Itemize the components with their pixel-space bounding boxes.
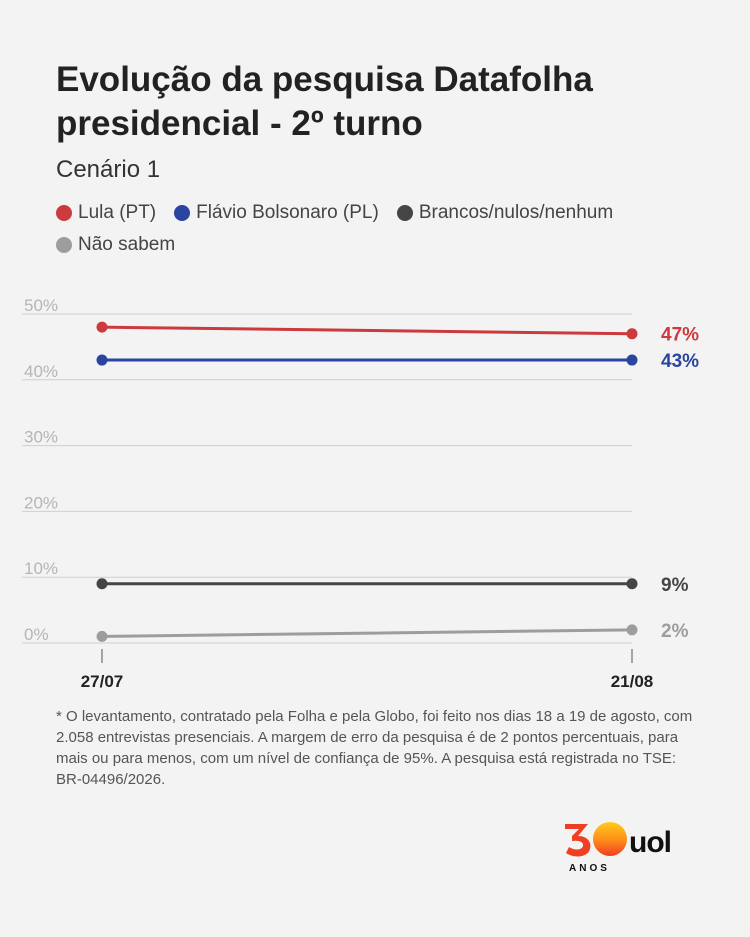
- legend-item-nao-sabem: Não sabem: [56, 233, 175, 257]
- end-value-label: 2%: [661, 621, 689, 642]
- data-point: [626, 624, 638, 636]
- end-value-label: 9%: [661, 575, 689, 596]
- end-value-label: 43%: [661, 351, 699, 372]
- y-tick-label: 10%: [24, 559, 58, 578]
- data-point: [96, 630, 108, 642]
- y-tick-label: 20%: [24, 493, 58, 512]
- y-tick-label: 40%: [24, 362, 58, 381]
- footnote: * O levantamento, contratado pela Folha …: [56, 708, 693, 788]
- chart-subtitle: Cenário 1: [56, 156, 161, 183]
- legend: Lula (PT) Flávio Bolsonaro (PL) Brancos/…: [56, 201, 706, 257]
- y-tick-label: 0%: [24, 625, 49, 644]
- legend-label: Brancos/nulos/nenhum: [418, 202, 614, 223]
- data-point: [96, 321, 108, 333]
- y-tick-label: 30%: [24, 428, 58, 447]
- data-point: [626, 578, 638, 590]
- legend-item-brancos: Brancos/nulos/nenhum: [396, 201, 614, 225]
- data-point: [96, 578, 108, 590]
- y-tick-label: 50%: [24, 296, 58, 315]
- data-point: [626, 354, 638, 366]
- x-tick-label: 21/08: [611, 672, 654, 691]
- line-chart: 0% 10% 20% 30% 40% 50% 27/07 21/08 47% 43% 9% 2%: [22, 296, 699, 691]
- series-line: [100, 628, 634, 638]
- legend-label: Flávio Bolsonaro (PL): [196, 202, 379, 223]
- end-value-label: 47%: [661, 325, 699, 346]
- logo-brand: uol: [629, 826, 671, 859]
- series-line: [100, 325, 634, 336]
- legend-label: Lula (PT): [78, 202, 157, 223]
- legend-dot-icon: [396, 205, 413, 221]
- chart-title: Evolução da pesquisa Datafolha presidenc…: [56, 60, 593, 143]
- legend-item-flavio: Flávio Bolsonaro (PL): [174, 201, 379, 225]
- x-tick-label: 27/07: [81, 672, 124, 691]
- legend-dot-icon: [56, 205, 72, 221]
- legend-item-lula: Lula (PT): [56, 201, 156, 225]
- data-point: [626, 328, 638, 340]
- logo-caption: ANOS: [569, 863, 610, 874]
- legend-dot-icon: [174, 205, 191, 221]
- legend-label: Não sabem: [78, 234, 176, 255]
- uol-30-anos-logo: ANOS uol: [565, 822, 672, 874]
- legend-dot-icon: [56, 237, 72, 253]
- data-point: [96, 354, 108, 366]
